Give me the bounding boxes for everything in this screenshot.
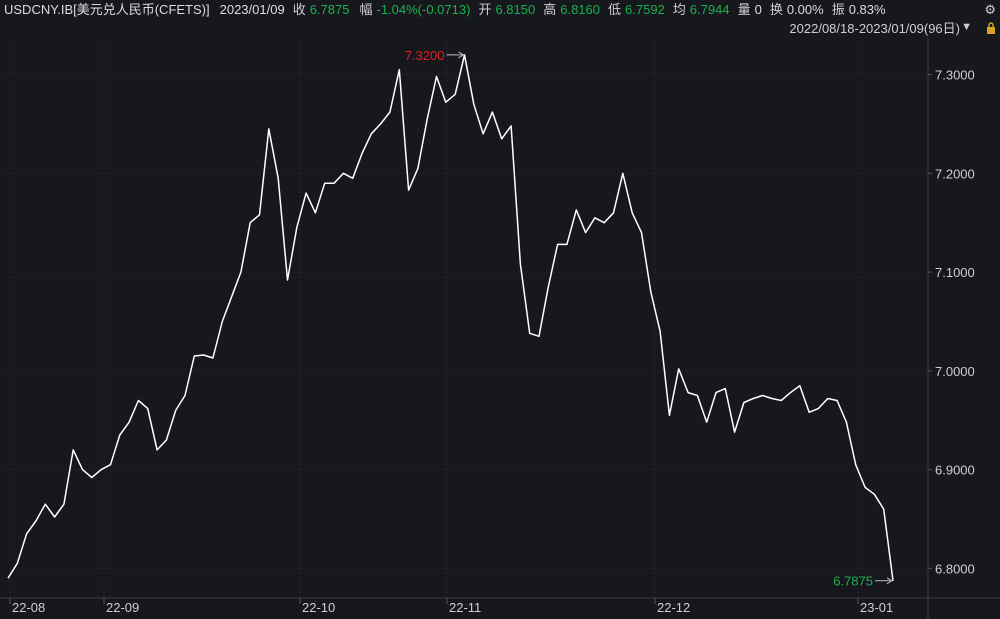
close-value: 6.7875 (309, 2, 350, 17)
dropdown-triangle-icon[interactable]: ▼ (961, 21, 972, 33)
volume-value: 0 (754, 2, 762, 17)
y-tick-label: 6.9000 (935, 463, 975, 478)
lock-icon[interactable] (986, 22, 996, 34)
change-label: 幅 (359, 2, 373, 17)
x-tick-label: 23-01 (860, 600, 893, 615)
high-value: 6.8160 (560, 2, 600, 17)
date-range[interactable]: 2022/08/18-2023/01/09(96日) (789, 21, 960, 36)
low-label: 低 (608, 2, 622, 17)
change-value: -1.04%(-0.0713) (376, 2, 471, 17)
gear-icon[interactable]: ⚙ (984, 2, 996, 17)
amplitude-label: 振 (831, 2, 845, 17)
x-tick-label: 22-12 (657, 600, 690, 615)
y-tick-label: 7.0000 (935, 364, 975, 379)
avg-label: 均 (672, 2, 686, 17)
turnover-label: 换 (769, 2, 783, 17)
turnover-value: 0.00% (786, 2, 824, 17)
volume-label: 量 (737, 2, 751, 17)
price-line (7, 54, 894, 581)
last-marker-arrow (886, 577, 893, 585)
open-value: 6.8150 (495, 2, 536, 17)
y-tick-label: 7.3000 (935, 68, 975, 83)
symbol-name[interactable]: USDCNY.IB[美元兑人民币(CFETS)] (4, 2, 210, 17)
high-marker-arrow (458, 51, 465, 59)
y-tick-label: 7.2000 (935, 166, 975, 181)
x-tick-label: 22-11 (449, 600, 481, 615)
high-price-label: 7.3200 (405, 48, 445, 63)
close-label: 收 (292, 2, 306, 17)
last-price-label: 6.7875 (833, 574, 873, 589)
y-tick-label: 7.1000 (935, 265, 975, 280)
avg-value: 6.7944 (689, 2, 730, 17)
high-label: 高 (543, 2, 557, 17)
quote-date: 2023/01/09 (219, 2, 285, 17)
quote-header: USDCNY.IB[美元兑人民币(CFETS)] 2023/01/09 收 6.… (0, 0, 1000, 20)
open-label: 开 (478, 2, 492, 17)
x-tick-label: 22-10 (302, 600, 335, 615)
amplitude-value: 0.83% (848, 2, 886, 17)
low-value: 6.7592 (625, 2, 665, 17)
y-tick-label: 6.8000 (935, 561, 975, 576)
x-tick-label: 22-09 (106, 600, 139, 615)
x-tick-label: 22-08 (12, 600, 45, 615)
